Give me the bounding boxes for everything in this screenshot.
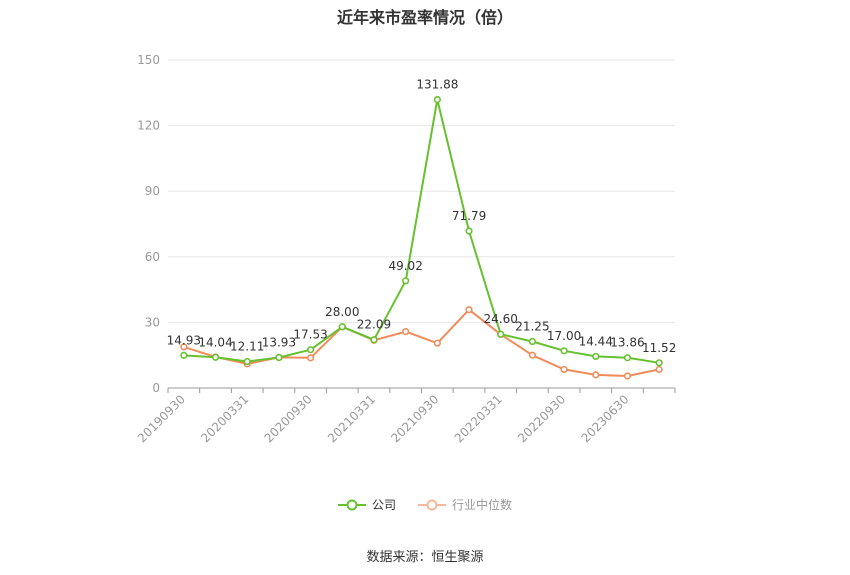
company-data-point <box>306 346 315 354</box>
x-tick-label: 20210930 <box>388 392 441 445</box>
y-tick-label: 90 <box>145 184 160 198</box>
company-data-point <box>402 277 410 285</box>
legend-industry-label: 行业中位数 <box>452 498 513 512</box>
industry-median-data-point <box>655 365 663 374</box>
industry-median-data-point <box>528 351 537 359</box>
industry-median-data-point <box>180 343 188 351</box>
x-tick-label: 20200930 <box>262 392 315 445</box>
company-data-label: 13.93 <box>262 336 296 350</box>
x-axis: 20190930 20200331 20200930 20210331 20210930… <box>135 387 676 445</box>
company-data-label: 21.25 <box>515 320 549 334</box>
industry-median-data-point <box>433 339 441 347</box>
x-tick-label: 20220331 <box>452 392 505 445</box>
y-tick-label: 150 <box>137 53 160 67</box>
x-tick-label: 20200331 <box>198 392 251 445</box>
company-data-label: 14.04 <box>198 335 232 349</box>
company-data-label: 14.44 <box>579 334 613 348</box>
series-points <box>180 96 663 380</box>
y-tick-label: 30 <box>145 315 160 329</box>
company-data-label: 28.00 <box>325 305 359 319</box>
legend-company-marker-icon <box>337 499 366 510</box>
company-data-label: 22.09 <box>357 318 391 332</box>
chart-title: 近年来市盈率情况（倍） <box>336 8 513 27</box>
y-tick-label: 60 <box>145 250 160 264</box>
industry-median-data-point <box>623 372 632 380</box>
industry-median-data-point <box>402 327 410 336</box>
company-series-line <box>183 98 660 364</box>
industry-median-data-point <box>592 371 600 379</box>
legend-item-company[interactable]: 公司 <box>337 496 396 513</box>
company-data-point <box>655 359 663 367</box>
x-tick-label: 20220930 <box>515 392 568 445</box>
company-data-point <box>275 353 283 362</box>
company-data-label: 71.79 <box>452 209 486 223</box>
company-data-label: 131.88 <box>416 78 458 92</box>
company-data-point <box>211 353 220 361</box>
legend-industry-marker-icon <box>418 499 446 510</box>
data-source-note: 数据来源：恒生聚源 <box>366 550 484 565</box>
company-data-label: 13.86 <box>610 336 644 350</box>
industry-median-data-point <box>560 365 568 374</box>
company-data-label: 14.93 <box>167 333 201 347</box>
industry-median-data-point <box>306 354 315 362</box>
legend-company-label: 公司 <box>371 498 396 512</box>
company-data-point <box>338 323 346 331</box>
company-data-point <box>370 336 378 344</box>
company-data-label: 11.52 <box>642 341 676 355</box>
industry-median-data-point <box>465 306 473 314</box>
series-lines <box>183 98 660 377</box>
company-data-label: 17.00 <box>547 329 581 343</box>
company-data-label: 12.11 <box>230 340 264 354</box>
company-data-point <box>560 347 568 355</box>
y-tick-label: 120 <box>137 119 160 133</box>
company-data-point <box>433 96 441 104</box>
y-tick-label: 0 <box>152 381 160 395</box>
company-data-point <box>497 330 505 338</box>
company-data-point <box>465 227 473 235</box>
company-data-point <box>528 337 537 346</box>
x-tick-label: 20190930 <box>135 392 188 445</box>
legend-item-industry-median[interactable]: 行业中位数 <box>418 496 512 513</box>
company-data-point <box>243 357 251 366</box>
company-data-label: 24.60 <box>484 312 518 326</box>
company-data-label: 49.02 <box>388 259 422 273</box>
legend: 公司 行业中位数 <box>0 496 850 513</box>
y-axis-tick-labels: 0 30 60 90 120 150 <box>137 53 160 395</box>
company-data-point <box>592 352 600 361</box>
company-data-point <box>180 351 188 359</box>
industry-median-series-line <box>183 308 660 377</box>
x-tick-label: 20210331 <box>325 392 378 445</box>
company-data-label: 17.53 <box>293 328 327 342</box>
company-data-point <box>623 354 632 362</box>
x-tick-label: 20230630 <box>579 392 632 445</box>
